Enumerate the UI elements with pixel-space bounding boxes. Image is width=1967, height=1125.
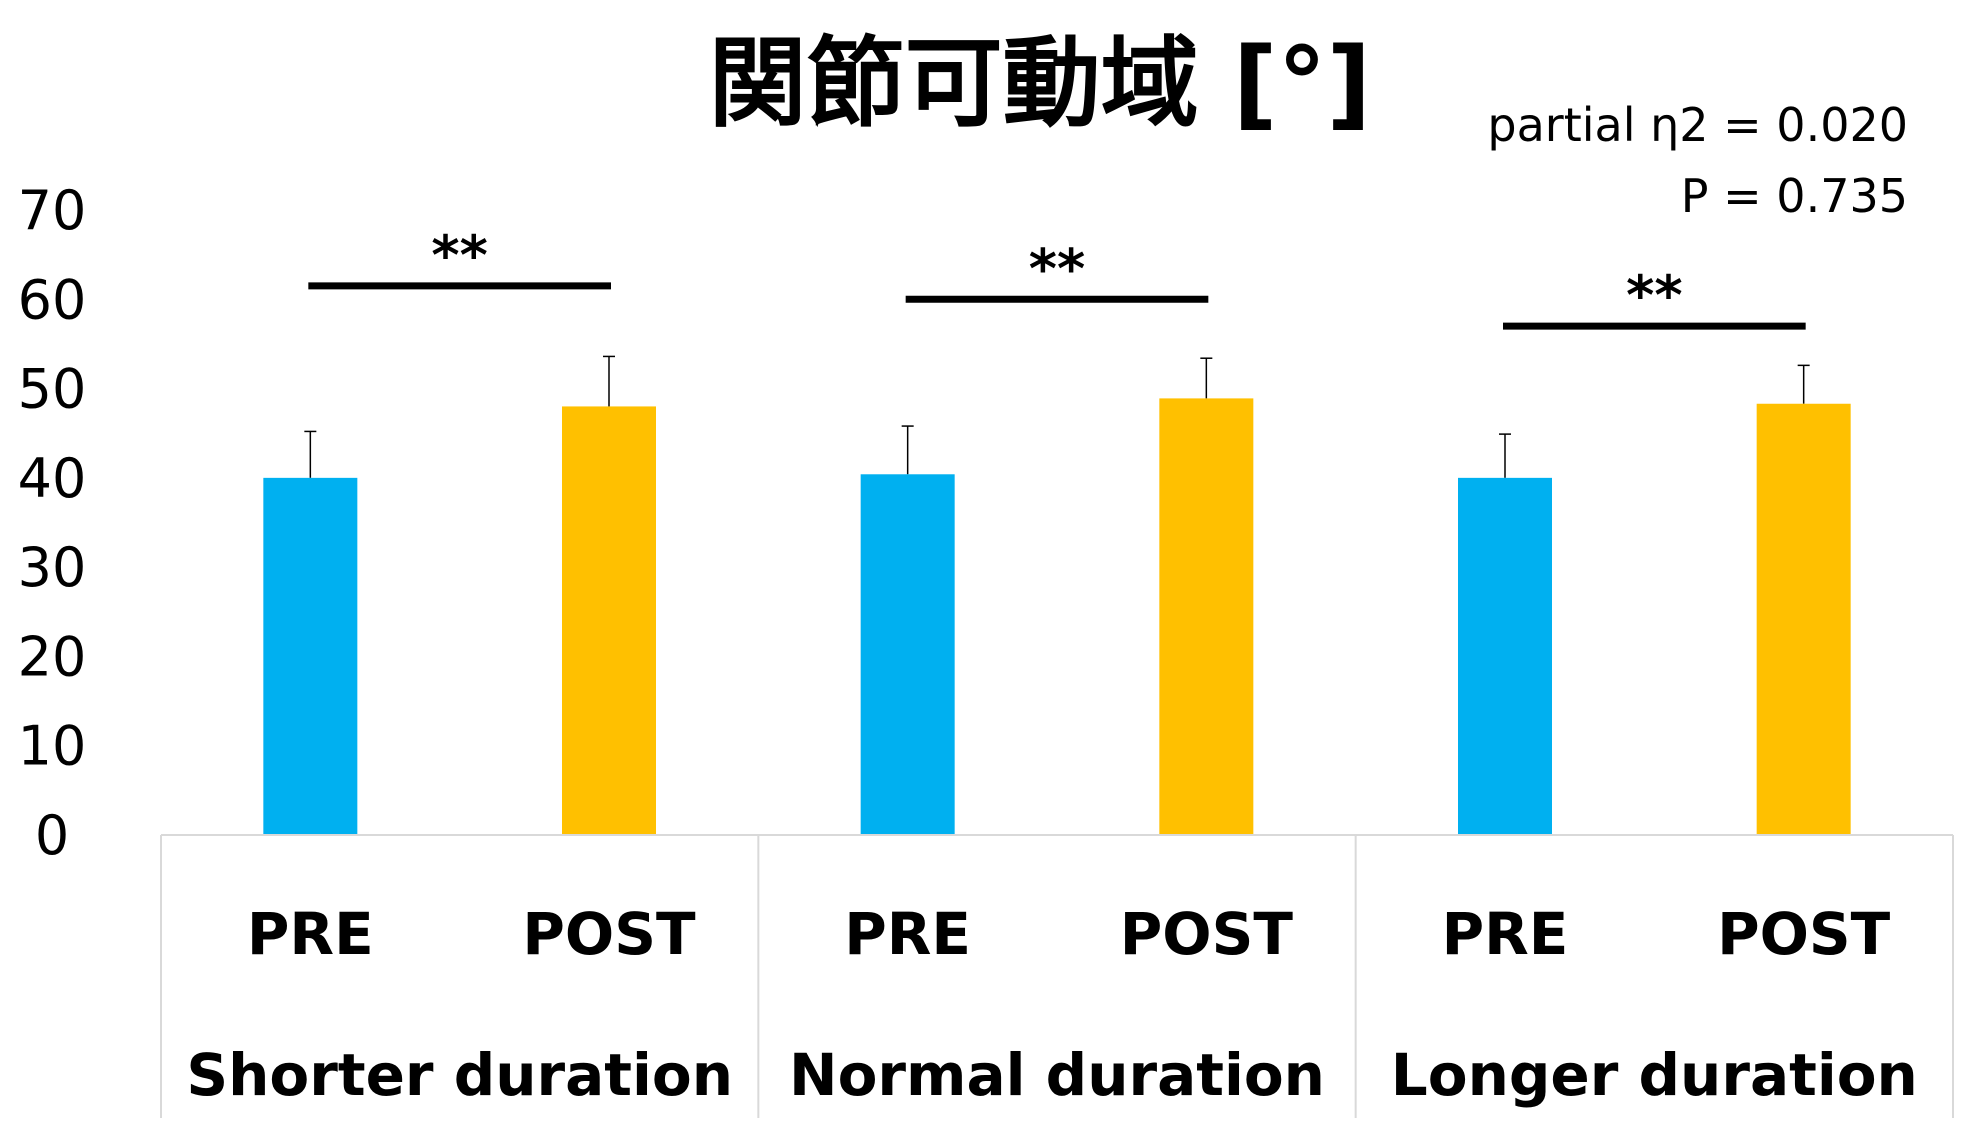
bar-post — [1159, 398, 1254, 835]
bar-pre — [263, 477, 358, 835]
y-tick-label: 0 — [35, 804, 69, 867]
category-label-post: POST — [1717, 900, 1891, 968]
group-label: Shorter duration — [186, 1041, 733, 1109]
p-value-annotation: P = 0.735 — [1681, 169, 1908, 223]
effect-size-annotation: partial η2 = 0.020 — [1487, 98, 1908, 152]
category-label-post: POST — [1120, 900, 1294, 968]
y-tick-label: 70 — [18, 179, 87, 242]
category-label-pre: PRE — [247, 900, 374, 968]
group-label: Normal duration — [789, 1041, 1325, 1109]
category-axis-frame — [160, 834, 1954, 1118]
significance-mark: ** — [431, 224, 487, 287]
chart-title: 関節可動域 [°] — [709, 27, 1372, 141]
bar-pre — [1458, 477, 1552, 835]
category-label-pre: PRE — [1442, 900, 1569, 968]
group-label: Longer duration — [1391, 1041, 1918, 1109]
category-label-pre: PRE — [844, 900, 971, 968]
bar-post — [1756, 403, 1851, 835]
bar-post — [562, 406, 656, 835]
bar-pre — [860, 474, 955, 835]
y-tick-label: 30 — [18, 536, 87, 599]
y-tick-label: 50 — [18, 358, 87, 421]
significance-brackets: ** ** ** — [308, 224, 1806, 330]
bars — [263, 398, 1851, 835]
y-tick-label: 60 — [18, 268, 87, 331]
category-label-post: POST — [522, 900, 696, 968]
y-tick-label: 10 — [18, 715, 87, 778]
significance-mark: ** — [1029, 237, 1085, 300]
y-tick-label: 20 — [18, 625, 87, 688]
y-tick-label: 40 — [18, 447, 87, 510]
category-labels: PRE POST Shorter duration PRE POST Normal dur… — [186, 900, 1918, 1109]
y-axis-tick-labels: 0 10 20 30 40 50 60 70 — [18, 179, 87, 867]
significance-mark: ** — [1626, 264, 1682, 327]
error-bars — [304, 355, 1810, 478]
